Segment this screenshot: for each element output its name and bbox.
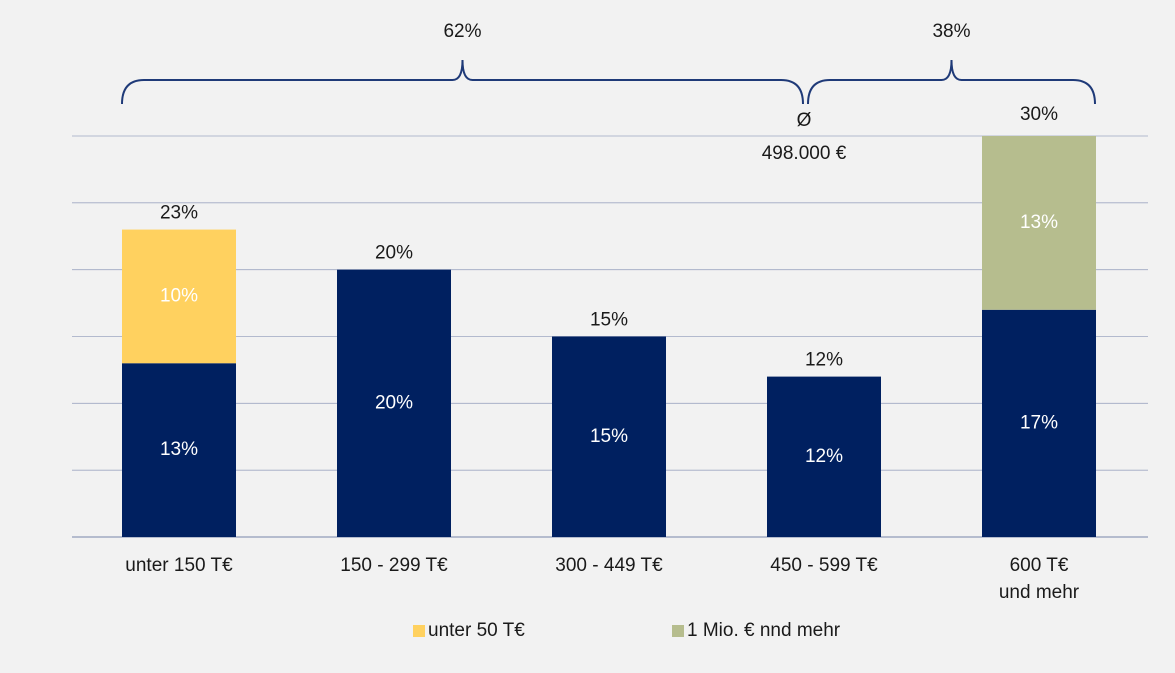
bracket-right: [807, 59, 1096, 105]
category-label-3-0: 450 - 599 T€: [770, 555, 878, 576]
legend-swatch-1: [672, 625, 684, 637]
bracket-label-left: 62%: [443, 21, 481, 42]
category-label-4-1: und mehr: [999, 582, 1080, 603]
bar-top-label-4: 13%: [1020, 212, 1058, 233]
average-label: 498.000 €: [762, 143, 847, 164]
bar-base-3: [767, 376, 881, 537]
bracket-left: [121, 59, 804, 105]
category-label-1-0: 150 - 299 T€: [340, 555, 448, 576]
bar-base-1: [337, 269, 451, 537]
bracket-label-right: 38%: [932, 21, 970, 42]
legend-swatch-0: [413, 625, 425, 637]
bar-base-2: [552, 336, 666, 537]
category-label-2-0: 300 - 449 T€: [555, 555, 663, 576]
legend-label-1: 1 Mio. € nnd mehr: [687, 620, 841, 641]
bar-top-4: [982, 136, 1096, 310]
bar-base-label-1: 20%: [375, 392, 413, 413]
bar-total-label-4: 30%: [1020, 104, 1058, 125]
bar-base-label-3: 12%: [805, 446, 843, 467]
legend-label-0: unter 50 T€: [428, 620, 525, 641]
bar-top-0: [122, 229, 236, 364]
bar-base-4: [982, 309, 1096, 537]
bar-total-label-2: 15%: [590, 310, 628, 331]
bar-base-0: [122, 363, 236, 537]
bar-base-label-2: 15%: [590, 426, 628, 447]
category-label-4-0: 600 T€: [1010, 555, 1069, 576]
bar-base-label-0: 13%: [160, 439, 198, 460]
bar-total-label-3: 12%: [805, 350, 843, 371]
category-label-0-0: unter 150 T€: [125, 555, 233, 576]
bar-base-label-4: 17%: [1020, 412, 1058, 433]
bar-top-label-0: 10%: [160, 285, 198, 306]
bar-total-label-0: 23%: [160, 203, 198, 224]
average-symbol: Ø: [797, 110, 812, 131]
bar-total-label-1: 20%: [375, 243, 413, 264]
